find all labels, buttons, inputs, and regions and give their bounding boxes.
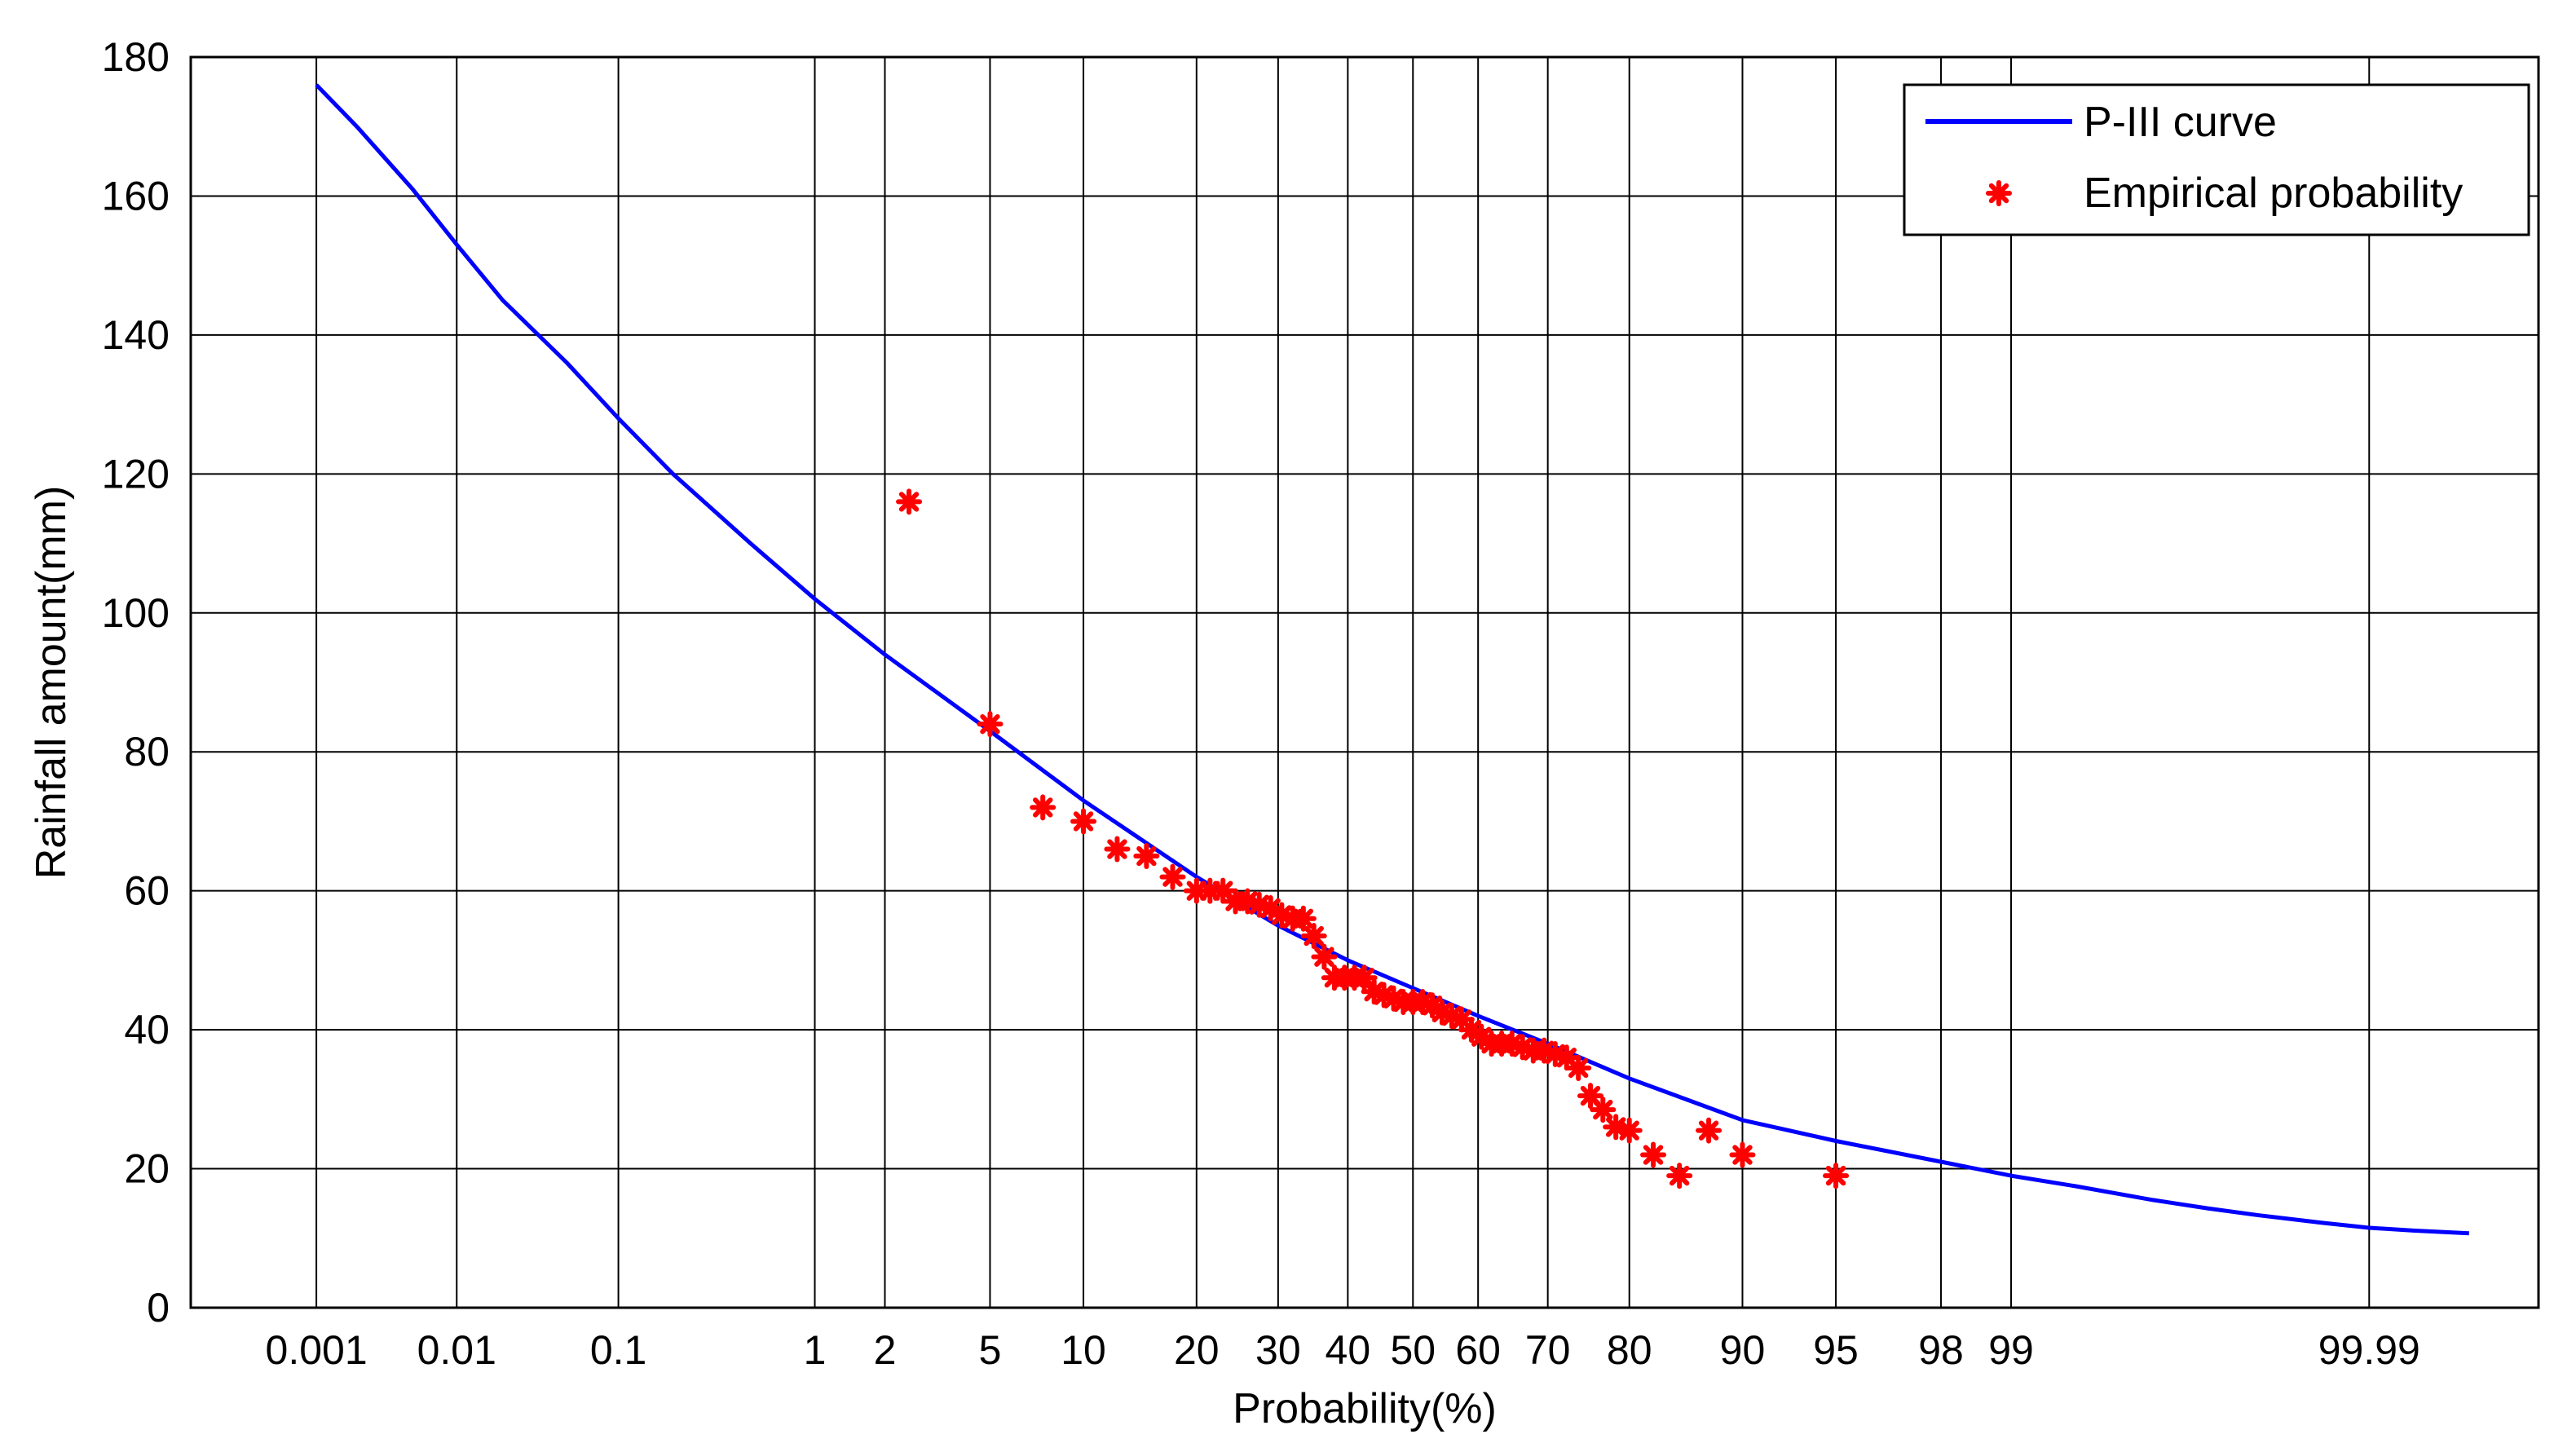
y-tick-label: 40 xyxy=(124,1007,170,1053)
x-tick-label: 0.1 xyxy=(590,1327,647,1373)
empirical-point xyxy=(896,488,923,515)
y-tick-label: 20 xyxy=(124,1146,170,1192)
empirical-points-layer xyxy=(896,488,1850,1189)
x-tick-labels: 0.001 0.01 0.1 1 2 5 10 20 30 40 50 60 70 80 90 95 98 99 9… xyxy=(266,1327,2420,1373)
empirical-point xyxy=(1311,943,1338,970)
legend-marker-empirical xyxy=(1986,180,2012,206)
x-tick-label: 99 xyxy=(1988,1327,2034,1373)
empirical-point xyxy=(1729,1141,1756,1168)
empirical-point xyxy=(1070,808,1097,835)
empirical-point xyxy=(1666,1163,1693,1189)
x-tick-label: 1 xyxy=(804,1327,827,1373)
empirical-point xyxy=(1590,1097,1617,1123)
x-tick-label: 95 xyxy=(1813,1327,1859,1373)
x-axis-label: Probability(%) xyxy=(1233,1385,1497,1432)
y-tick-label: 160 xyxy=(102,173,170,218)
x-tick-label: 90 xyxy=(1720,1327,1766,1373)
empirical-point xyxy=(1616,1117,1643,1144)
empirical-point xyxy=(1030,794,1056,821)
empirical-point xyxy=(977,711,1003,738)
x-tick-label: 40 xyxy=(1325,1327,1371,1373)
p3-curve-layer xyxy=(315,83,2469,1236)
grid xyxy=(191,56,2539,1309)
y-tick-label: 0 xyxy=(147,1285,170,1331)
x-tick-label: 30 xyxy=(1255,1327,1301,1373)
empirical-point xyxy=(1640,1141,1667,1168)
x-tick-label: 98 xyxy=(1918,1327,1964,1373)
p3-curve-line xyxy=(315,83,2469,1236)
empirical-point xyxy=(1823,1163,1850,1189)
x-tick-label: 10 xyxy=(1061,1327,1106,1373)
empirical-point xyxy=(1290,905,1317,932)
y-tick-labels: 0 20 40 60 80 100 120 140 160 180 xyxy=(102,34,170,1331)
y-tick-label: 120 xyxy=(102,451,170,497)
x-tick-label: 80 xyxy=(1607,1327,1652,1373)
empirical-point xyxy=(1159,863,1186,890)
empirical-point xyxy=(1351,964,1378,991)
legend: P-III curve Empirical probability xyxy=(1903,83,2530,236)
y-axis-label: Rainfall amount(mm) xyxy=(28,486,75,880)
x-tick-label: 2 xyxy=(874,1327,897,1373)
empirical-point xyxy=(1133,843,1160,870)
y-tick-label: 180 xyxy=(102,34,170,80)
x-tick-label: 70 xyxy=(1525,1327,1571,1373)
legend-label-empirical: Empirical probability xyxy=(2084,170,2463,217)
empirical-point xyxy=(1565,1054,1592,1081)
empirical-point xyxy=(1183,877,1210,904)
empirical-point xyxy=(1300,923,1327,950)
y-tick-label: 80 xyxy=(124,729,170,775)
x-tick-label: 20 xyxy=(1174,1327,1220,1373)
x-tick-label: 99.99 xyxy=(2318,1327,2420,1373)
x-tick-label: 0.01 xyxy=(417,1327,496,1373)
y-tick-label: 140 xyxy=(102,312,170,358)
legend-star-marker xyxy=(1986,180,2012,206)
legend-box xyxy=(1903,83,2530,236)
x-tick-label: 50 xyxy=(1390,1327,1436,1373)
empirical-point xyxy=(1696,1117,1722,1144)
plot-frame xyxy=(189,55,2540,1309)
empirical-point xyxy=(1104,836,1131,863)
x-tick-label: 0.001 xyxy=(266,1327,368,1373)
x-tick-label: 5 xyxy=(979,1327,1002,1373)
x-tick-label: 60 xyxy=(1455,1327,1501,1373)
y-tick-label: 60 xyxy=(124,868,170,914)
legend-label-p3-curve: P-III curve xyxy=(2084,99,2277,146)
y-tick-label: 100 xyxy=(102,590,170,636)
